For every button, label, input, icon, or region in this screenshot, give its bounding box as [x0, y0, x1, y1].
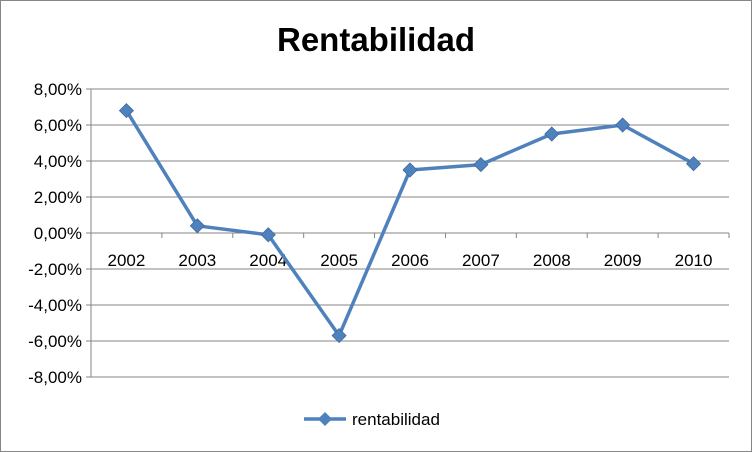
y-tick-label: 2,00% [34, 188, 82, 207]
legend: rentabilidad [304, 410, 440, 429]
data-point-marker [402, 162, 418, 178]
x-tick-label: 2005 [320, 251, 358, 270]
y-tick-label: 0,00% [34, 224, 82, 243]
data-point-marker [260, 227, 276, 243]
series-line [124, 109, 695, 338]
x-axis-tick-labels: 2002 2003 2004 2005 2006 2007 2008 2009 2010 [108, 251, 713, 270]
data-point-marker [118, 103, 135, 119]
y-tick-label: 8,00% [34, 80, 82, 99]
x-tick-label: 2010 [675, 251, 713, 270]
x-tick-label: 2004 [249, 251, 287, 270]
chart-title: Rentabilidad [277, 21, 475, 58]
x-tick-label: 2002 [108, 251, 146, 270]
x-tick-label: 2009 [604, 251, 642, 270]
y-tick-label: -8,00% [28, 368, 82, 387]
data-point-marker [189, 218, 205, 234]
data-point-marker [544, 126, 560, 142]
data-point-marker [685, 156, 702, 172]
x-tick-label: 2008 [533, 251, 571, 270]
y-tick-label: -4,00% [28, 296, 82, 315]
y-tick-label: -2,00% [28, 260, 82, 279]
legend-label-rentabilidad: rentabilidad [352, 410, 440, 429]
y-tick-label: -6,00% [28, 332, 82, 351]
x-tick-label: 2007 [462, 251, 500, 270]
y-tick-label: 4,00% [34, 152, 82, 171]
x-tick-label: 2006 [391, 251, 429, 270]
x-tick-label: 2003 [178, 251, 216, 270]
y-tick-label: 6,00% [34, 116, 82, 135]
data-point-marker [331, 328, 347, 344]
legend-marker [318, 412, 332, 426]
series-rentabilidad [118, 103, 702, 344]
x-axis [90, 232, 730, 238]
data-point-marker [615, 117, 631, 133]
y-axis-tick-labels: -8,00% -6,00% -4,00% -2,00% 0,00% 2,00% 4,00% 6… [28, 80, 82, 387]
data-point-marker [473, 157, 489, 173]
